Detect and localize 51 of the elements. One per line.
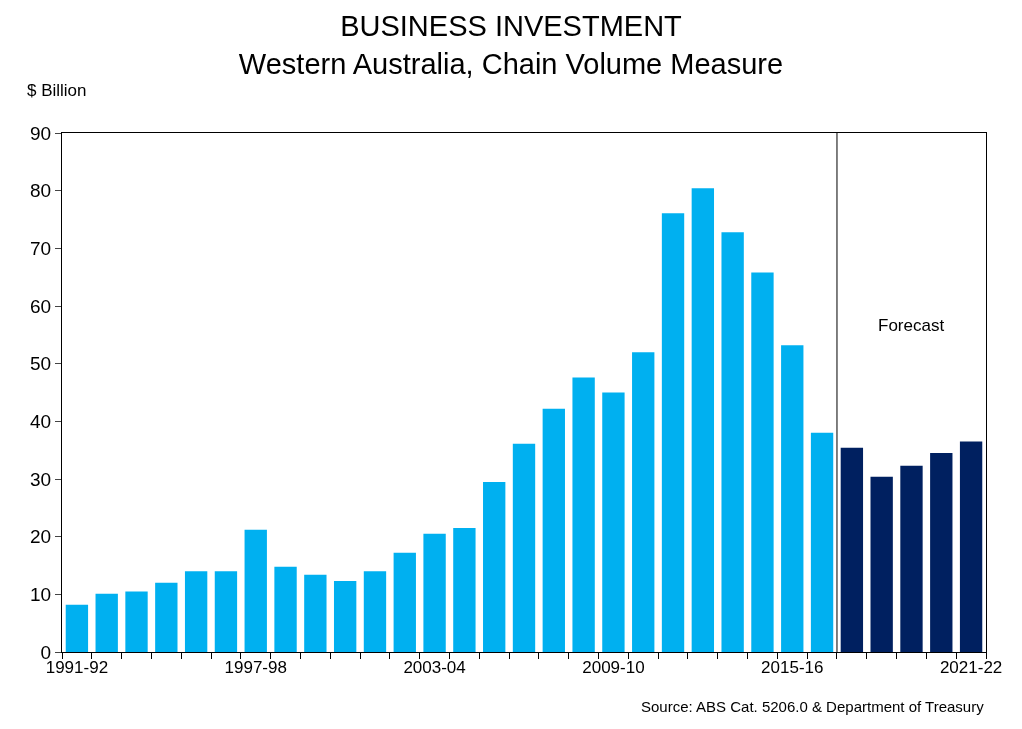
bar	[691, 188, 715, 652]
bar	[572, 377, 595, 652]
bar	[393, 552, 416, 652]
y-tick-label: 90	[30, 122, 52, 144]
bar	[721, 232, 744, 652]
bar	[900, 465, 923, 652]
bar	[870, 476, 893, 652]
x-tick-label: 2015-16	[761, 658, 824, 678]
bar	[512, 443, 536, 652]
y-tick-label: 80	[30, 180, 52, 202]
chart-subtitle: Western Australia, Chain Volume Measure	[238, 48, 784, 81]
bar	[751, 272, 774, 652]
bar	[304, 574, 327, 652]
x-tick-label: 1991-92	[45, 658, 109, 678]
x-tick-label: 2003-04	[403, 658, 466, 678]
bar	[423, 533, 446, 652]
y-tick-label: 10	[30, 583, 52, 605]
annotation: Forecast	[878, 316, 945, 335]
bar	[661, 213, 685, 652]
bar	[363, 571, 387, 652]
bar	[155, 582, 178, 652]
bar	[632, 352, 655, 652]
bar	[274, 566, 297, 652]
x-tick-label: 2021-22	[939, 658, 1003, 678]
bar	[810, 432, 834, 652]
y-tick-label: 40	[30, 410, 52, 432]
bar	[781, 345, 804, 652]
bar	[840, 447, 864, 652]
bar	[959, 441, 983, 652]
bar	[125, 591, 148, 652]
x-tick-label: 2009-10	[582, 658, 645, 678]
y-tick-label: 60	[30, 295, 52, 317]
bar	[214, 571, 238, 652]
bar	[65, 604, 89, 652]
chart-title: BUSINESS INVESTMENT	[340, 10, 683, 43]
y-axis-title: $ Billion	[27, 81, 87, 100]
y-tick-label: 20	[30, 526, 52, 548]
y-tick-label: 70	[30, 237, 52, 259]
source-note: Source: ABS Cat. 5206.0 & Department of Treasury	[641, 698, 985, 715]
bar	[542, 408, 565, 652]
x-tick-label: 1997-98	[224, 658, 287, 678]
bar	[244, 529, 267, 652]
bar	[483, 481, 506, 652]
y-tick-label: 50	[30, 353, 52, 375]
bar	[95, 593, 118, 652]
bar	[333, 581, 357, 652]
bar	[930, 453, 953, 652]
bar	[184, 571, 208, 652]
y-tick-label: 30	[30, 468, 52, 490]
bar	[602, 392, 625, 652]
bar	[453, 528, 476, 652]
